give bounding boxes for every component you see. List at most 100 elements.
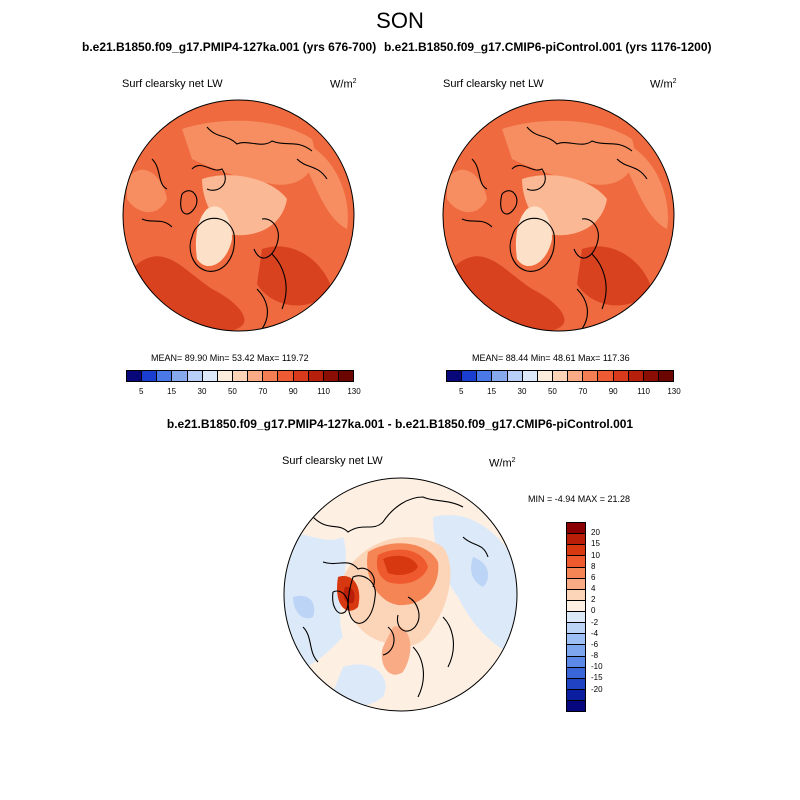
colorbar-swatch bbox=[658, 371, 674, 381]
left-stats: MEAN= 89.90 Min= 53.42 Max= 119.72 bbox=[151, 353, 309, 363]
colorbar-swatch bbox=[263, 371, 279, 381]
positive-region bbox=[383, 555, 418, 575]
colorbar-swatch bbox=[567, 578, 585, 590]
right-colorbar-tick: 30 bbox=[517, 387, 527, 396]
diff-units: W/m2 bbox=[489, 457, 516, 470]
diff-colorbar-tick: 20 bbox=[591, 528, 600, 538]
left-colorbar-tick: 70 bbox=[258, 387, 268, 396]
diff-field-label: Surf clearsky net LW bbox=[282, 455, 383, 467]
left-colorbar-tick: 110 bbox=[317, 387, 330, 396]
warm-region bbox=[577, 246, 652, 306]
diff-colorbar-tick: 4 bbox=[591, 584, 596, 594]
diff-colorbar-tick: 15 bbox=[591, 539, 600, 549]
colorbar-swatch bbox=[567, 523, 585, 535]
colorbar-swatch bbox=[567, 701, 585, 712]
mid-region bbox=[182, 120, 315, 185]
colorbar-swatch bbox=[248, 371, 264, 381]
colorbar-swatch bbox=[293, 371, 309, 381]
left-colorbar-tick: 5 bbox=[138, 387, 144, 396]
colorbar-swatch bbox=[447, 371, 463, 381]
colorbar-swatch bbox=[567, 656, 585, 668]
colorbar-swatch bbox=[567, 534, 585, 546]
left-units: W/m2 bbox=[330, 78, 357, 91]
map-border bbox=[122, 99, 355, 332]
map-border bbox=[283, 477, 518, 712]
coolest-region bbox=[515, 206, 552, 267]
colorbar-swatch bbox=[552, 371, 569, 381]
negative-region bbox=[293, 595, 315, 619]
left-colorbar-tick: 90 bbox=[288, 387, 298, 396]
right-colorbar-tick: 110 bbox=[637, 387, 650, 396]
colorbar-swatch bbox=[567, 689, 585, 701]
mid-region bbox=[127, 169, 167, 213]
right-field-label: Surf clearsky net LW bbox=[443, 78, 544, 90]
mid-region bbox=[307, 144, 348, 229]
right-colorbar-tick: 5 bbox=[458, 387, 464, 396]
diff-colorbar-tick: -4 bbox=[591, 628, 599, 638]
right-colorbar bbox=[446, 370, 674, 382]
colorbar-swatch bbox=[567, 667, 585, 679]
colorbar-swatch bbox=[583, 371, 599, 381]
colorbar-swatch bbox=[613, 371, 629, 381]
colorbar-swatch bbox=[522, 371, 538, 381]
coastline bbox=[141, 126, 328, 330]
diff-colorbar-tick: 10 bbox=[591, 550, 600, 560]
colorbar-swatch bbox=[157, 371, 173, 381]
colorbar-swatch bbox=[567, 545, 585, 557]
negative-region bbox=[333, 664, 386, 707]
colorbar-swatch bbox=[217, 371, 233, 381]
coastline bbox=[461, 126, 648, 330]
negative-region bbox=[471, 557, 489, 587]
diff-colorbar-tick: 8 bbox=[591, 561, 596, 571]
right-polar-map bbox=[442, 99, 675, 332]
colorbar-swatch bbox=[567, 567, 585, 579]
coastline bbox=[302, 496, 489, 698]
colorbar-swatch bbox=[598, 371, 614, 381]
colorbar-swatch bbox=[567, 600, 585, 612]
left-colorbar-tick: 50 bbox=[227, 387, 237, 396]
diff-colorbar-tick: 2 bbox=[591, 595, 596, 605]
mid-region bbox=[447, 169, 487, 213]
colorbar-swatch bbox=[172, 371, 188, 381]
left-colorbar-tick: 130 bbox=[347, 387, 361, 396]
right-colorbar-tick: 130 bbox=[667, 387, 681, 396]
negative-region bbox=[284, 534, 346, 670]
mid-region bbox=[502, 120, 635, 185]
colorbar-swatch bbox=[567, 612, 585, 624]
positive-region bbox=[381, 626, 411, 675]
left-polar-map bbox=[122, 99, 355, 332]
right-colorbar-tick: 70 bbox=[578, 387, 588, 396]
diff-minmax: MIN = -4.94 MAX = 21.28 bbox=[528, 494, 631, 504]
colorbar-swatch bbox=[477, 371, 493, 381]
mid-region bbox=[627, 144, 668, 229]
colorbar-swatch bbox=[232, 371, 249, 381]
difference-polar-map bbox=[283, 477, 518, 712]
colorbar-swatch bbox=[507, 371, 523, 381]
colorbar-swatch bbox=[567, 556, 585, 568]
colorbar-swatch bbox=[187, 371, 203, 381]
diff-colorbar-tick: -20 bbox=[591, 684, 603, 694]
diff-colorbar-tick: -15 bbox=[591, 673, 603, 683]
diff-colorbar-tick: 0 bbox=[591, 606, 596, 616]
negative-region bbox=[433, 515, 517, 657]
diff-colorbar-tick: -10 bbox=[591, 662, 603, 672]
colorbar-swatch bbox=[567, 623, 585, 635]
colorbar-swatch bbox=[628, 371, 644, 381]
colorbar-swatch bbox=[202, 371, 218, 381]
right-colorbar-tick: 15 bbox=[487, 387, 497, 396]
colorbar-swatch bbox=[127, 371, 143, 381]
right-case-title: b.e21.B1850.f09_g17.CMIP6-piControl.001 … bbox=[384, 40, 712, 54]
colorbar-swatch bbox=[643, 371, 659, 381]
right-units: W/m2 bbox=[650, 78, 677, 91]
left-colorbar-tick: 15 bbox=[167, 387, 177, 396]
left-colorbar-tick: 30 bbox=[197, 387, 207, 396]
right-stats: MEAN= 88.44 Min= 48.61 Max= 117.36 bbox=[472, 353, 630, 363]
colorbar-swatch bbox=[142, 371, 158, 381]
colorbar-swatch bbox=[338, 371, 354, 381]
colorbar-swatch bbox=[462, 371, 478, 381]
diff-colorbar-tick: -2 bbox=[591, 617, 599, 627]
coolest-region bbox=[195, 206, 232, 267]
colorbar-swatch bbox=[567, 678, 585, 690]
left-field-label: Surf clearsky net LW bbox=[122, 78, 223, 90]
right-colorbar-tick: 50 bbox=[547, 387, 557, 396]
